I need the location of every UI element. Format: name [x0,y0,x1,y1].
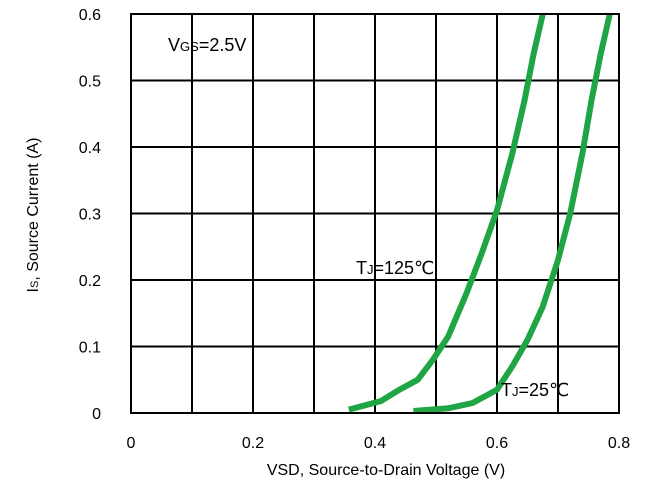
y-tick-label: 0.4 [79,140,101,157]
vgs-annotation-sub: GS [180,39,199,54]
tj125-annotation-rest: =125℃ [374,258,435,278]
y-tick-label: 0.3 [79,207,101,224]
y-axis-label-sub: S [29,281,41,288]
y-tick-label: 0.5 [79,74,101,91]
x-axis-label: VSD, Source-to-Drain Voltage (V) [267,462,505,479]
y-tick-label: 0.1 [79,340,101,357]
y-tick-label: 0.2 [79,273,101,290]
tj25-annotation-main: T [501,380,512,400]
x-tick-label: 0.8 [608,435,630,452]
y-axis-label-rest: , Source Current (A) [25,138,42,281]
x-tick-label: 0.4 [364,435,386,452]
vgs-annotation-rest: =2.5V [199,35,247,55]
y-tick-label: 0.6 [79,7,101,24]
tj125-annotation-main: T [356,258,367,278]
vgs-annotation: VGS=2.5V [168,35,246,55]
x-tick-label: 0.6 [486,435,508,452]
vgs-annotation-main: V [168,35,180,55]
y-tick-label: 0 [92,406,101,423]
x-tick-label: 0 [127,435,136,452]
tj25-annotation-rest: =25℃ [519,380,570,400]
y-axis-label: IS, Source Current (A) [25,138,42,293]
tj25-annotation: TJ=25℃ [501,380,569,400]
x-tick-label: 0.2 [242,435,264,452]
